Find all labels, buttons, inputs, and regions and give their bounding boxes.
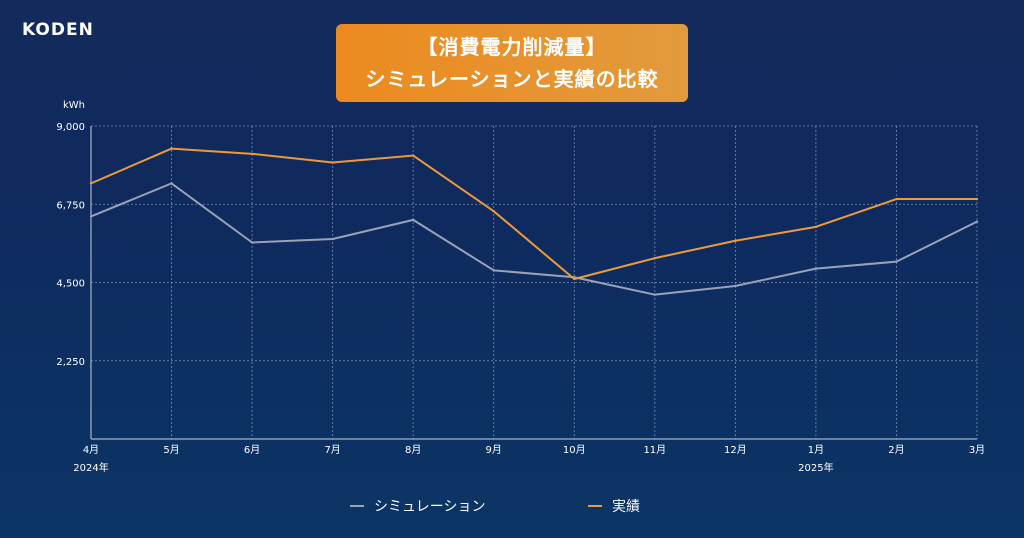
data-point-simulation <box>250 241 254 244</box>
x-tick-label: 3月 <box>969 444 985 456</box>
chart-legend: シミュレーション 実績 <box>0 496 1024 520</box>
data-point-simulation <box>734 284 737 288</box>
data-point-actual <box>653 256 657 260</box>
chart-title-line1: 【消費電力削減量】 <box>417 35 607 59</box>
data-point-simulation <box>89 215 93 218</box>
y-axis-unit-label: kWh <box>63 100 85 111</box>
legend-label-actual: 実績 <box>612 499 640 515</box>
y-tick-label: 2,250 <box>56 357 85 368</box>
x-tick-label: 10月 <box>563 444 586 456</box>
x-tick-label: 6月 <box>244 444 260 456</box>
data-point-actual <box>814 225 818 229</box>
x-tick-label: 1月 <box>808 444 824 456</box>
data-point-actual <box>89 182 93 185</box>
x-tick-label: 9月 <box>486 444 502 456</box>
x-tick-label: 4月 <box>83 444 99 456</box>
data-point-actual <box>331 161 334 164</box>
data-point-actual <box>734 239 737 242</box>
y-tick-label: 6,750 <box>56 200 85 211</box>
legend-item-actual: 実績 <box>588 496 640 516</box>
legend-swatch-actual <box>588 505 602 507</box>
chart-title-line2: シミュレーションと実績の比較 <box>365 67 659 91</box>
y-tick-label: 9,000 <box>56 122 85 133</box>
x-tick-label: 11月 <box>643 444 666 456</box>
data-point-simulation <box>895 260 898 263</box>
data-point-simulation <box>170 182 173 185</box>
data-point-simulation <box>411 218 415 222</box>
data-point-simulation <box>975 220 979 223</box>
series-line-actual <box>90 147 977 281</box>
legend-label-simulation: シミュレーション <box>374 499 486 515</box>
data-point-actual <box>411 154 415 157</box>
data-point-actual <box>895 197 898 201</box>
x-tick-label: 12月 <box>724 444 747 456</box>
axis-layer <box>90 126 977 440</box>
series-layer <box>89 147 979 296</box>
chart-title-box: 【消費電力削減量】 シミュレーションと実績の比較 <box>336 24 688 102</box>
year-label: 2024年 <box>73 461 108 474</box>
series-line-simulation <box>90 182 978 296</box>
data-point-actual <box>573 277 576 281</box>
koden-logo: KODEN <box>22 20 94 40</box>
data-point-simulation <box>814 267 818 270</box>
x-tick-label: 5月 <box>163 444 179 456</box>
year-label: 2025年 <box>798 461 833 474</box>
data-point-simulation <box>653 293 657 296</box>
data-point-actual <box>492 210 495 213</box>
x-tick-label: 8月 <box>405 444 421 456</box>
data-point-simulation <box>492 269 495 272</box>
label-layer: 2,250 4,500 6,750 9,000 4月 5月 6月 7月 8月 9月 10月 11月 12… <box>56 100 985 474</box>
data-point-simulation <box>331 237 334 241</box>
x-tick-label: 2月 <box>888 444 904 456</box>
legend-item-simulation: シミュレーション <box>350 496 485 516</box>
data-point-actual <box>975 197 979 201</box>
grid-layer <box>90 125 978 439</box>
data-point-actual <box>250 152 254 156</box>
y-tick-label: 4,500 <box>56 279 85 290</box>
legend-swatch-simulation <box>350 505 364 507</box>
data-point-actual <box>170 147 173 150</box>
x-tick-label: 7月 <box>324 444 340 456</box>
